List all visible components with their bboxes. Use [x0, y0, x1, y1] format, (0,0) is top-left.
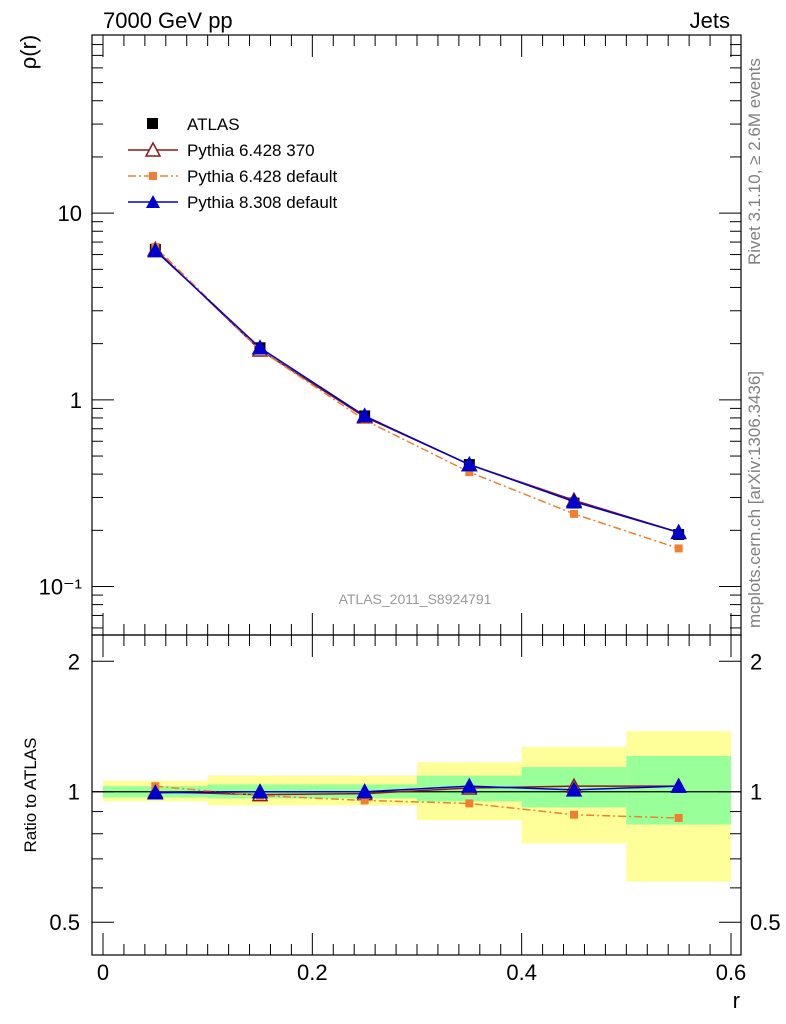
ratio-pythia-8-308-default-point: [147, 784, 164, 800]
main-pythia-8-308-default-point: [565, 493, 583, 509]
legend-label-atlas: ATLAS: [187, 115, 240, 134]
ratio-ytick-label-right: 2: [750, 649, 762, 674]
ratio-pythia-6-428-default-line: [155, 785, 679, 819]
legend-label-pythia8-default: Pythia 8.308 default: [187, 193, 338, 212]
legend-entry-atlas: ATLAS: [147, 115, 240, 134]
main-pythia-6-428-370-line: [154, 248, 679, 534]
main-pythia-8-308-default-point: [461, 455, 478, 472]
ratio-ylabel: Ratio to ATLAS: [21, 738, 40, 853]
legend-entry-pythia6-370: Pythia 6.428 370: [128, 141, 315, 160]
main-pythia-6-428-default-point: [465, 468, 474, 477]
legend-marker-pythia6-370: [144, 141, 162, 157]
ratio-ytick-label-left: 0.5: [49, 910, 80, 935]
analysis-watermark: ATLAS_2011_S8924791: [339, 591, 492, 607]
main-pythia-8-308-default-line: [154, 250, 679, 534]
main-pythia-8-308-default-point: [356, 407, 373, 423]
ratio-ytick-label-right: 0.5: [750, 910, 781, 935]
legend-marker-pythia8-default: [146, 195, 160, 208]
ratio-pythia-8-308-default-point: [670, 777, 687, 793]
ratio-ytick-label-left: 1: [68, 780, 80, 805]
main-pythia-8-308-default-point: [251, 339, 269, 355]
ratio-xtick-label: 0.4: [506, 960, 537, 985]
main-pythia-6-428-default-point: [570, 509, 578, 518]
ratio-xtick-label: 0: [97, 960, 109, 985]
header-left-label: 7000 GeV pp: [103, 8, 233, 33]
ratio-pythia-8-308-default-point: [251, 783, 269, 799]
ratio-xtick-label: 0.2: [297, 960, 328, 985]
main-ytick-label: 10⁻¹: [39, 575, 82, 600]
rivet-version-label: Rivet 3.1.10, ≥ 2.6M events: [745, 58, 764, 265]
ratio-pythia-6-428-default-point: [570, 810, 578, 819]
header-right-label: Jets: [690, 8, 730, 33]
legend-marker-atlas: [147, 118, 158, 129]
main-pythia-8-308-default-point: [147, 242, 164, 258]
legend-marker-pythia6-default: [149, 172, 157, 180]
main-ytick-label: 1: [70, 388, 82, 413]
ratio-pythia-6-428-default-point: [674, 813, 683, 822]
legend-entry-pythia6-default: Pythia 6.428 default: [128, 167, 338, 186]
ratio-pythia-8-308-default-line: [155, 785, 679, 794]
ratio-ytick-label-left: 2: [68, 649, 80, 674]
mcplots-label: mcplots.cern.ch [arXiv:1306.3436]: [745, 371, 764, 628]
main-plot-panel: 10⁻¹ 1 10: [39, 34, 742, 636]
main-ylabel: ρ(r): [16, 35, 41, 70]
ratio-pythia-6-428-default-point: [360, 796, 369, 805]
ratio-pythia-8-308-default-point: [565, 781, 583, 797]
legend-label-pythia6-370: Pythia 6.428 370: [187, 141, 315, 160]
ratio-xtick-label: 0.6: [716, 960, 747, 985]
ratio-ytick-label-right: 1: [750, 780, 762, 805]
ratio-pythia-8-308-default-point: [356, 783, 373, 799]
main-pythia-6-428-default-line: [154, 246, 679, 550]
main-ytick-label: 10: [58, 201, 82, 226]
main-pythia-8-308-default-point: [670, 523, 687, 540]
main-pythia-6-428-default-point: [674, 544, 683, 553]
ratio-pythia-8-308-default-point: [461, 777, 478, 793]
legend-label-pythia6-default: Pythia 6.428 default: [187, 167, 338, 186]
ratio-plot-panel: 0.5 0.5 1 1 2 2 0 0.2 0.4 0.6: [49, 634, 781, 985]
ratio-xlabel: r: [733, 988, 740, 1013]
legend-entry-pythia8-default: Pythia 8.308 default: [128, 193, 338, 212]
ratio-pythia-6-428-default-point: [465, 799, 474, 808]
legend: ATLAS Pythia 6.428 370 Pythia 6.428 defa…: [128, 115, 338, 212]
